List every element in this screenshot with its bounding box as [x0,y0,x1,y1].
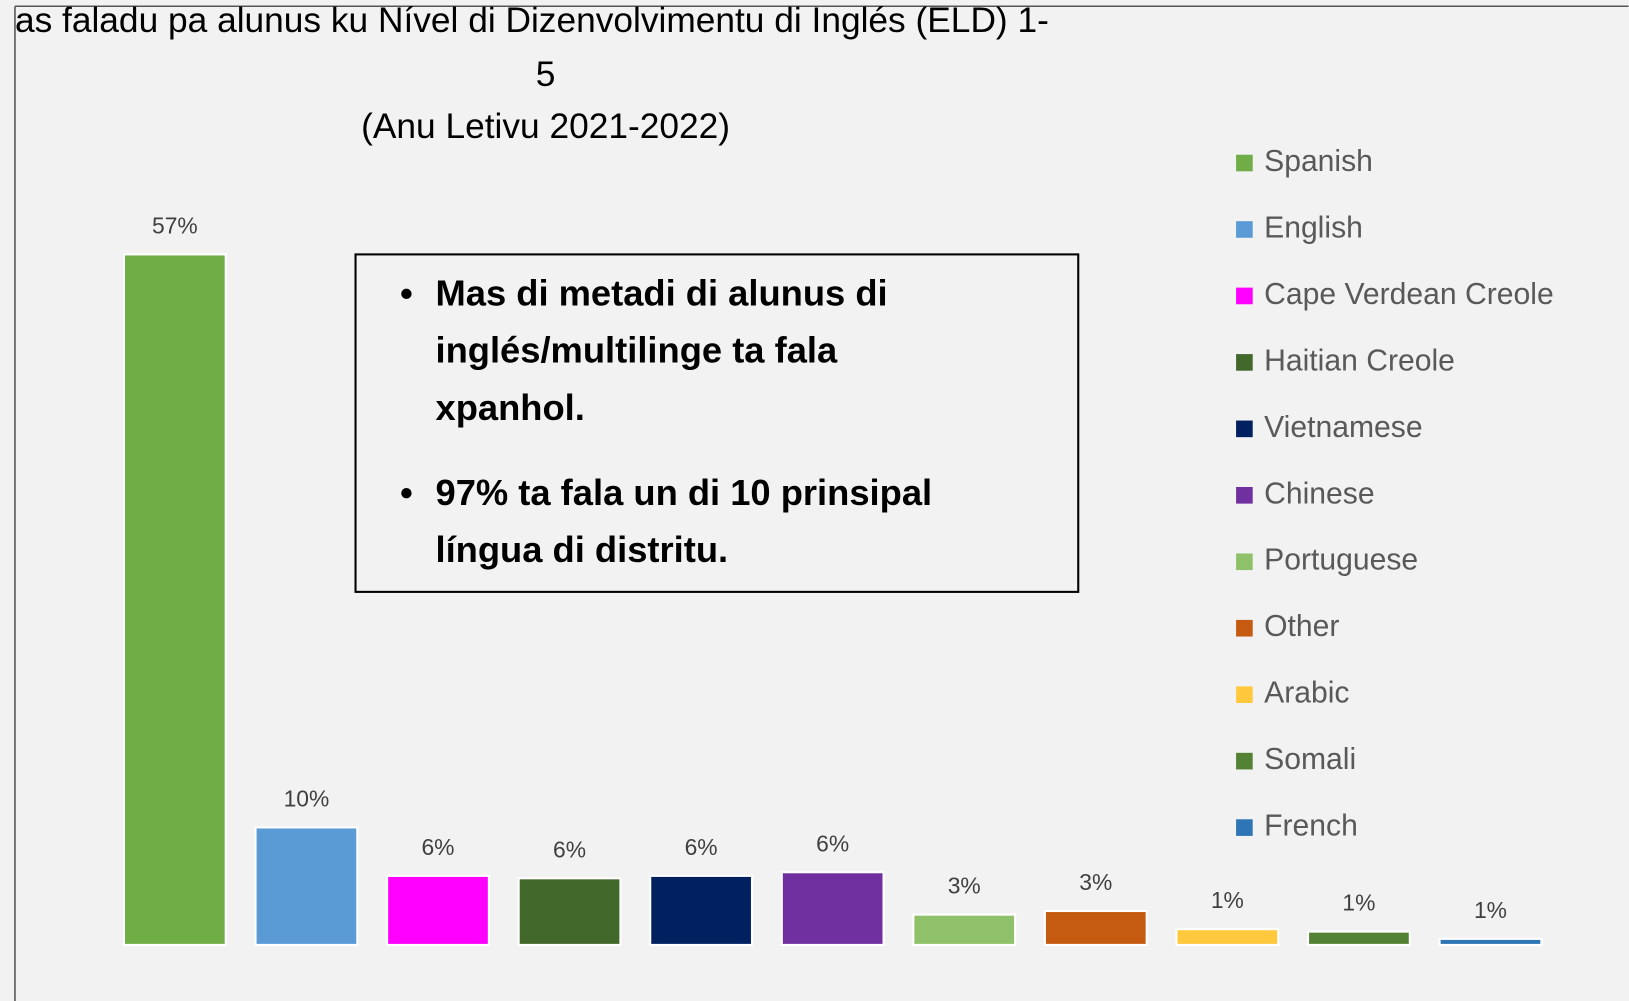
data-label: 1% [1342,890,1375,916]
data-label: 6% [816,830,849,856]
legend-swatch [1236,420,1253,438]
bar [517,877,622,946]
chart-subtitle: (Anu Letivu 2021-2022) [361,107,730,146]
annotation-text: xpanhol. [435,387,584,428]
legend-swatch [1236,221,1253,238]
legend-label: Vietnamese [1264,411,1422,444]
data-label: 6% [553,836,586,862]
annotation-text: língua di distritu. [435,529,728,570]
annotation-text: 97% ta fala un di 10 prinsipal [435,472,932,513]
legend-swatch [1236,287,1253,305]
data-label: 57% [152,212,198,238]
legend-swatch [1236,819,1253,836]
bar [1175,928,1280,946]
legend-swatch [1236,354,1253,371]
bar [780,871,885,946]
bullet [401,488,412,499]
legend-swatch [1236,487,1253,504]
annotation-text: inglés/multilinge ta fala [435,330,837,371]
legend-swatch [1236,752,1253,770]
legend-swatch [1236,686,1253,703]
chart-title: 5 [536,55,556,94]
legend-label: Cape Verdean Creole [1264,278,1554,311]
data-label: 6% [685,834,718,860]
legend-label: Somali [1264,743,1356,776]
legend-swatch [1236,553,1253,571]
bar [649,874,754,946]
data-label: 1% [1211,887,1244,913]
legend-swatch [1236,619,1253,637]
legend-label: Arabic [1264,677,1349,710]
legend-label: Chinese [1264,477,1374,510]
legend-label: Spanish [1264,145,1373,178]
legend-label: French [1264,810,1358,843]
bar [912,913,1017,946]
annotation-text: Mas di metadi di alunus di [435,273,887,314]
data-label: 6% [421,834,454,860]
data-label: 10% [284,785,330,811]
bar [122,253,227,946]
bar [254,826,359,946]
legend-swatch [1236,154,1253,172]
legend-label: Portuguese [1264,544,1418,577]
bar [1043,909,1148,946]
legend-label: Haitian Creole [1264,344,1455,377]
legend-label: English [1264,211,1363,244]
data-label: 3% [1079,869,1112,895]
chart-title: as faladu pa alunus ku Nível di Dizenvol… [15,1,1049,40]
bullet [401,288,412,300]
bar [1438,937,1543,946]
data-label: 3% [948,873,981,899]
bar [1307,930,1411,946]
annotation-box [354,253,1080,593]
data-label: 1% [1474,897,1507,923]
bar [386,874,490,946]
legend-label: Other [1264,610,1339,643]
